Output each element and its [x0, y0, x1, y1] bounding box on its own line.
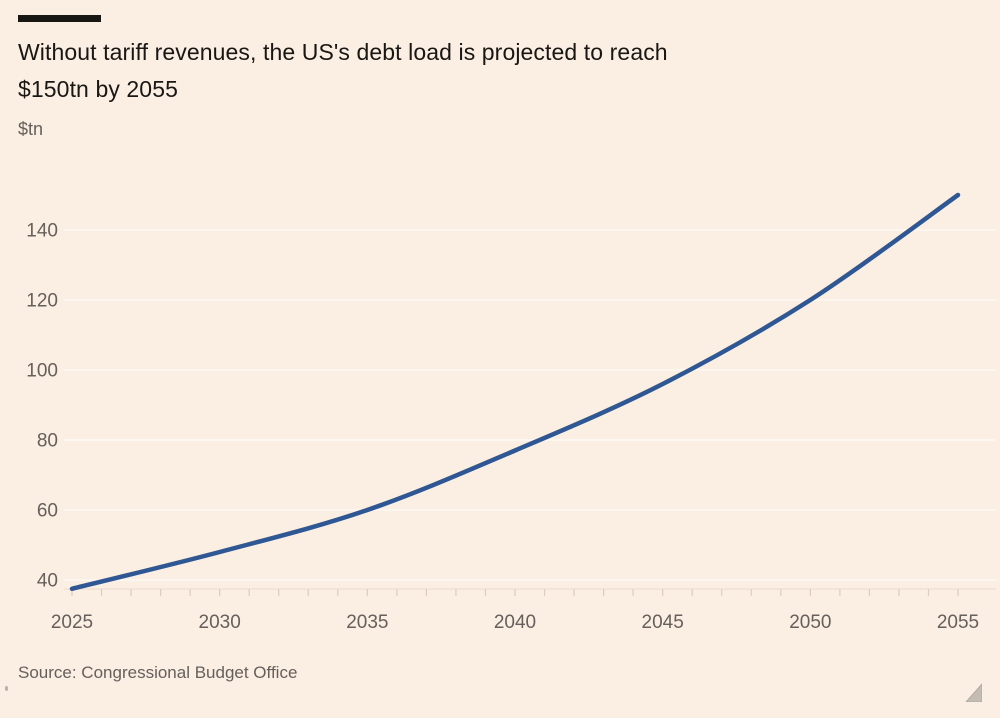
y-tick-label-120: 120 [26, 291, 58, 312]
stray-mark [5, 686, 8, 691]
y-tick-label-40: 40 [37, 571, 58, 592]
chart-title: Without tariff revenues, the US's debt l… [18, 34, 918, 108]
debt-projection-line [69, 192, 961, 592]
y-tick-label-80: 80 [37, 431, 58, 452]
x-tick-label-2055: 2055 [937, 612, 979, 633]
resize-handle-icon[interactable] [965, 683, 982, 702]
x-tick-label-2030: 2030 [199, 612, 241, 633]
y-tick-label-60: 60 [37, 501, 58, 522]
source-label: Source: Congressional Budget Office [18, 663, 298, 682]
x-tick-label-2035: 2035 [346, 612, 388, 633]
x-tick-label-2025: 2025 [51, 612, 93, 633]
chart-title-line-1: Without tariff revenues, the US's debt l… [18, 39, 668, 65]
y-tick-label-140: 140 [26, 221, 58, 242]
y-axis-unit-label: $tn [18, 119, 44, 139]
y-tick-label-100: 100 [26, 361, 58, 382]
header-accent-bar [18, 15, 101, 22]
chart-title-line-2: $150tn by 2055 [18, 76, 178, 102]
x-tick-label-2040: 2040 [494, 612, 536, 633]
x-tick-label-2045: 2045 [642, 612, 684, 633]
x-tick-label-2050: 2050 [789, 612, 831, 633]
